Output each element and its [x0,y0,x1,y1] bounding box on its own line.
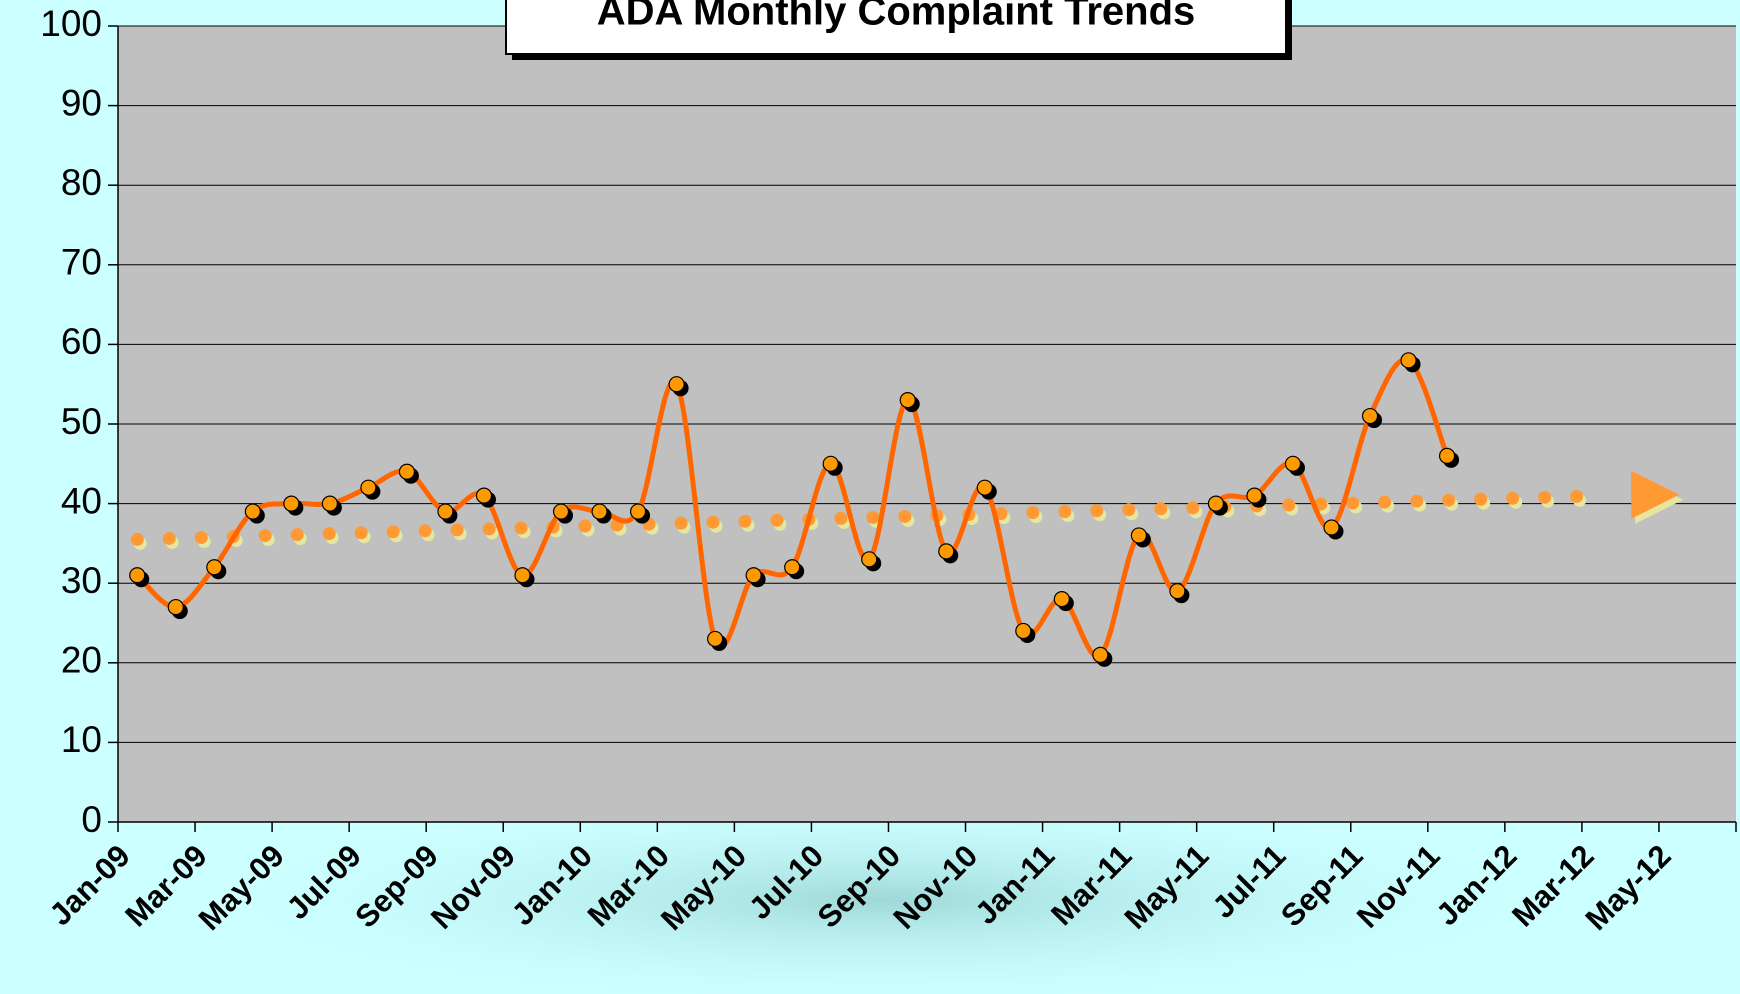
chart-title: ADA Monthly Complaint Trends [597,0,1196,34]
y-tick-label: 40 [61,480,102,521]
marker [861,551,878,568]
marker [938,543,955,560]
marker [129,567,146,584]
marker [1361,407,1379,425]
y-tick-label: 70 [61,242,102,283]
y-tick-label: 90 [61,82,102,123]
marker [591,503,608,520]
marker [1246,487,1263,504]
marker [822,455,839,472]
marker [899,392,916,409]
marker [552,503,570,520]
marker [1053,591,1070,608]
marker [745,567,762,584]
marker [1130,527,1147,544]
marker [1092,646,1109,663]
marker [475,487,493,504]
y-tick-label: 100 [40,3,102,44]
marker [1169,583,1186,600]
marker [1015,622,1032,640]
y-tick-label: 20 [61,640,102,681]
marker [398,463,416,480]
marker [360,479,377,496]
y-tick-label: 30 [61,560,102,601]
y-tick-label: 0 [81,799,102,840]
marker [283,495,300,512]
trendline-arrow [1631,470,1680,519]
y-tick-label: 80 [61,162,102,203]
marker [1284,455,1302,472]
marker [1438,447,1456,464]
marker [976,479,993,496]
background-glow [180,790,1580,994]
marker [629,503,647,520]
marker [514,567,531,584]
marker [206,559,223,576]
marker [707,630,724,648]
marker [167,598,184,616]
marker [784,559,801,576]
marker [1400,352,1417,369]
trendline [130,489,1608,546]
y-tick-label: 60 [61,321,102,362]
y-tick-label: 50 [61,401,102,442]
marker [437,503,454,520]
title-box [505,0,1287,55]
marker [668,376,685,393]
marker [1207,495,1225,512]
marker [321,495,338,512]
marker [1323,519,1340,536]
y-tick-label: 10 [61,719,102,760]
marker [244,503,261,520]
